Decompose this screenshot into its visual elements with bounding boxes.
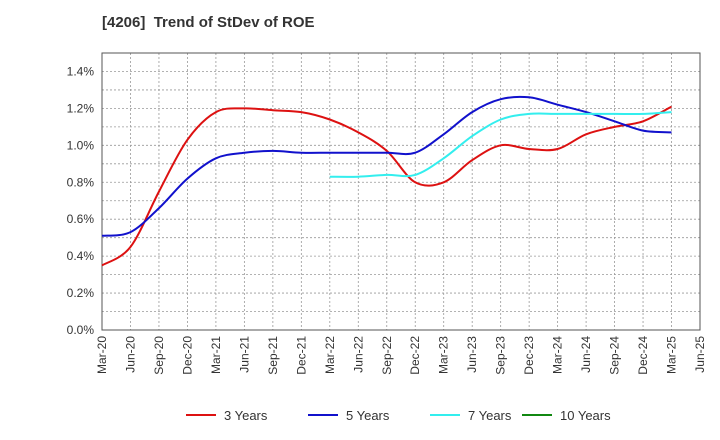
x-tick-label: Jun-23 bbox=[465, 336, 479, 373]
x-tick-label: Jun-24 bbox=[579, 336, 593, 373]
legend-label-3-years: 3 Years bbox=[224, 408, 268, 423]
x-tick-label: Mar-21 bbox=[209, 336, 223, 374]
series-line-5-years bbox=[101, 95, 672, 237]
y-tick-label: 0.0% bbox=[67, 323, 95, 337]
series-line-7-years bbox=[329, 111, 672, 178]
x-tick-label: Dec-22 bbox=[408, 336, 422, 375]
x-tick-label: Dec-20 bbox=[180, 336, 194, 375]
x-tick-label: Mar-22 bbox=[323, 336, 337, 374]
x-tick-label: Dec-21 bbox=[294, 336, 308, 375]
grid bbox=[101, 52, 701, 331]
y-tick-label: 0.6% bbox=[67, 212, 95, 226]
x-tick-label: Dec-24 bbox=[636, 336, 650, 375]
y-tick-label: 1.4% bbox=[67, 64, 95, 78]
legend-label-10-years: 10 Years bbox=[560, 408, 611, 423]
x-tick-label: Mar-24 bbox=[551, 336, 565, 374]
x-tick-label: Sep-24 bbox=[608, 336, 622, 375]
x-tick-label: Sep-20 bbox=[152, 336, 166, 375]
y-axis: 0.0% 0.2% 0.4% 0.6% 0.8% 1.0% 1.2% 1.4% bbox=[67, 64, 95, 337]
y-tick-label: 1.0% bbox=[67, 138, 95, 152]
y-tick-label: 0.4% bbox=[67, 249, 95, 263]
legend-label-7-years: 7 Years bbox=[468, 408, 512, 423]
x-tick-label: Dec-23 bbox=[522, 336, 536, 375]
x-tick-label: Jun-25 bbox=[693, 336, 707, 373]
legend-label-5-years: 5 Years bbox=[346, 408, 390, 423]
x-tick-label: Jun-21 bbox=[237, 336, 251, 373]
x-tick-label: Mar-25 bbox=[665, 336, 679, 374]
series-lines bbox=[101, 95, 672, 267]
x-tick-label: Sep-22 bbox=[380, 336, 394, 375]
plot-frame bbox=[101, 52, 701, 331]
x-tick-label: Mar-20 bbox=[95, 336, 109, 374]
y-tick-label: 0.8% bbox=[67, 175, 95, 189]
x-tick-label: Jun-20 bbox=[123, 336, 137, 373]
y-tick-label: 1.2% bbox=[67, 101, 95, 115]
legend: 3 Years 5 Years 7 Years 10 Years bbox=[186, 408, 611, 423]
x-tick-label: Jun-22 bbox=[351, 336, 365, 373]
chart-title: [4206] Trend of StDev of ROE bbox=[102, 14, 315, 31]
x-axis: Mar-20 Jun-20 Sep-20 Dec-20 Mar-21 Jun-21 Sep-… bbox=[95, 336, 707, 375]
x-tick-label: Sep-23 bbox=[494, 336, 508, 375]
x-tick-label: Sep-21 bbox=[266, 336, 280, 375]
y-tick-label: 0.2% bbox=[67, 286, 95, 300]
x-tick-label: Mar-23 bbox=[437, 336, 451, 374]
series-line-3-years bbox=[101, 105, 672, 267]
